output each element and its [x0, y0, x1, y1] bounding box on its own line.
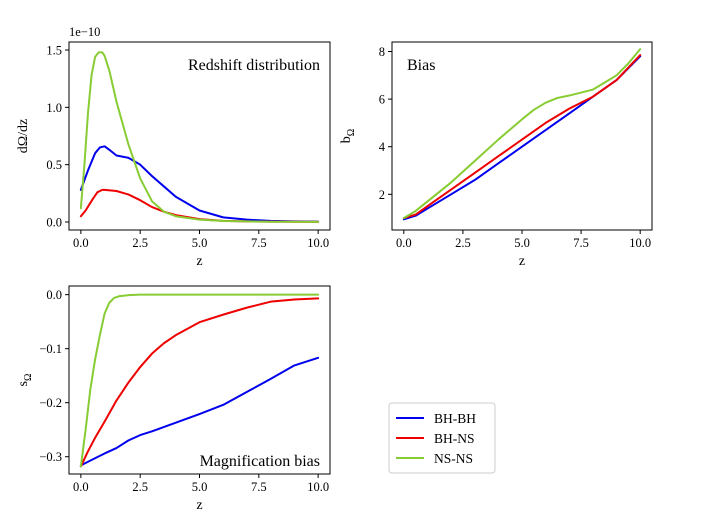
panel-title: Bias: [407, 57, 435, 74]
y-axis-label: dΩ/dz: [16, 119, 31, 154]
series-line-ns-ns: [79, 51, 320, 223]
series-line-bh-bh: [79, 145, 320, 223]
x-tick-label: 0.0: [396, 236, 412, 250]
series-line-bh-ns: [79, 188, 320, 223]
x-axis-label: z: [196, 254, 202, 269]
x-tick-label: 10.0: [307, 236, 329, 250]
x-tick-label: 5.0: [192, 236, 208, 250]
y-axis-label-main: b: [339, 136, 354, 143]
legend-frame: [388, 402, 496, 474]
y-tick-label: −0.2: [39, 396, 62, 410]
y-tick-label: 0.0: [46, 215, 62, 229]
x-tick-label: 0.0: [73, 236, 89, 250]
y-tick-label: 1.5: [46, 44, 62, 58]
y-tick-label: −0.1: [39, 342, 62, 356]
x-tick-label: 10.0: [307, 480, 329, 494]
x-tick-label: 5.0: [192, 480, 208, 494]
x-tick-label: 10.0: [629, 236, 651, 250]
y-tick-label: 0.5: [46, 158, 62, 172]
x-tick-label: 2.5: [455, 236, 471, 250]
panel-title: Magnification bias: [200, 453, 320, 470]
x-tick-label: 7.5: [251, 236, 267, 250]
y-offset-text: 1e−10: [69, 25, 100, 39]
panel-title: Redshift distribution: [188, 57, 320, 74]
y-axis-label: bΩ: [339, 129, 357, 143]
x-tick-label: 5.0: [514, 236, 530, 250]
axes-frame: [68, 285, 331, 475]
y-tick-label: 6: [379, 93, 385, 107]
y-tick-label: −0.3: [39, 450, 62, 464]
x-tick-label: 2.5: [132, 236, 148, 250]
series-line-bh-ns: [79, 297, 320, 468]
series-line-bh-ns: [402, 54, 642, 220]
legend-label-bh-ns: BH-NS: [434, 431, 475, 446]
panel-3: 0.0 2.5 5.0 7.5 10.0 −0.3 −0.2 −0.1 0.0 z sΩ Magnif…: [16, 285, 331, 513]
y-axis-label: sΩ: [16, 374, 34, 387]
legend: BH-BH BH-NS NS-NS: [388, 402, 496, 474]
x-tick-label: 7.5: [251, 480, 267, 494]
y-axis-label-main: s: [16, 381, 31, 386]
panel-1: 0.0 2.5 5.0 7.5 10.0 0.0 0.5 1.0 1.5 z dΩ/dz 1e−10 R…: [16, 25, 331, 269]
legend-label-bh-bh: BH-BH: [434, 411, 476, 426]
legend-label-ns-ns: NS-NS: [434, 451, 473, 466]
x-axis-label: z: [196, 498, 202, 513]
series-line-bh-bh: [79, 356, 320, 467]
series-line-bh-bh: [402, 55, 642, 221]
x-tick-label: 2.5: [132, 480, 148, 494]
y-tick-label: 2: [379, 188, 385, 202]
x-tick-label: 7.5: [573, 236, 589, 250]
series-line-ns-ns: [402, 48, 642, 220]
y-axis-label-subscript: Ω: [346, 129, 357, 136]
panel-2: 0.0 2.5 5.0 7.5 10.0 2 4 6 8 z bΩ Bias: [339, 41, 653, 269]
x-axis-label: z: [519, 254, 525, 269]
y-tick-label: 4: [379, 140, 386, 154]
y-tick-label: 0.0: [46, 288, 62, 302]
y-tick-label: 8: [379, 45, 385, 59]
y-axis-label-subscript: Ω: [23, 374, 34, 381]
series-line-ns-ns: [79, 293, 320, 468]
x-tick-label: 0.0: [73, 480, 89, 494]
y-tick-label: 1.0: [46, 101, 62, 115]
